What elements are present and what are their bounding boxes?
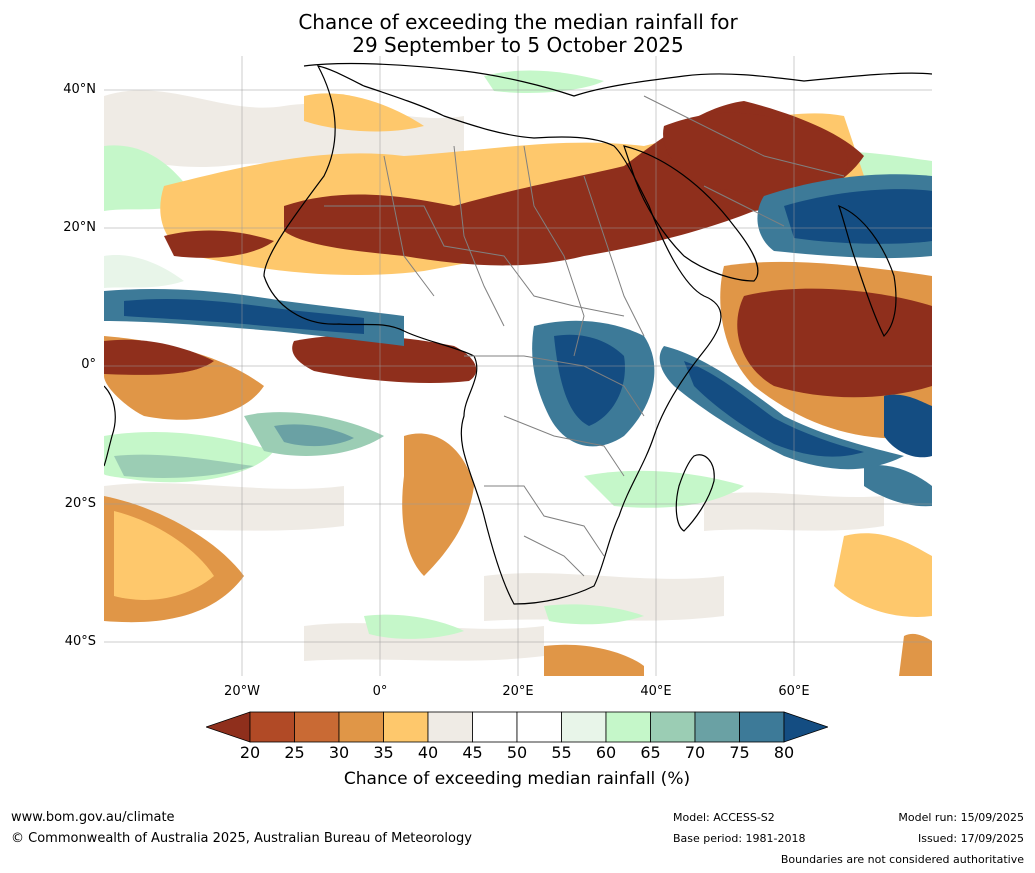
colorbar-segment — [338, 711, 384, 743]
colorbar-segment — [516, 711, 562, 743]
colorbar-label: Chance of exceeding median rainfall (%) — [343, 769, 691, 789]
colorbar-tick-label: 40 — [417, 743, 439, 762]
colorbar-segment — [561, 711, 607, 743]
lon-label-20e: 20°E — [502, 684, 534, 699]
lon-label-20w: 20°W — [224, 684, 260, 699]
colorbar-segment — [427, 711, 473, 743]
colorbar-tick-label: 60 — [595, 743, 617, 762]
map-title-line-1: Chance of exceeding the median rainfall … — [298, 10, 738, 34]
copyright-text: © Commonwealth of Australia 2025, Austra… — [11, 831, 472, 846]
lon-label-0: 0° — [372, 684, 388, 699]
lat-label-40s: 40°S — [64, 634, 96, 649]
lon-label-60e: 60°E — [778, 684, 810, 699]
madagascar-coastline — [675, 454, 715, 532]
website-text: www.bom.gov.au/climate — [11, 810, 175, 825]
south-america-coastline — [104, 385, 116, 467]
map-canvas — [104, 56, 932, 676]
colorbar-tick-label: 20 — [239, 743, 261, 762]
model-text: Model: ACCESS-S2 — [673, 811, 775, 824]
lat-label-20s: 20°S — [64, 496, 96, 511]
colorbar-segment — [605, 711, 651, 743]
colorbar-tick-label: 35 — [373, 743, 394, 762]
arabia-coastline — [623, 145, 759, 282]
africa-coastline — [263, 65, 722, 605]
colorbar-tick-label: 75 — [729, 743, 750, 762]
issued-text: Issued: 17/09/2025 — [917, 832, 1024, 845]
disclaimer-text: Boundaries are not considered authoritat… — [780, 853, 1024, 866]
rainfall-map — [104, 56, 932, 676]
colorbar-extend-high — [783, 711, 828, 743]
base-period-text: Base period: 1981-2018 — [673, 832, 806, 845]
lat-label-40n: 40°N — [63, 82, 96, 97]
colorbar-segment — [694, 711, 740, 743]
colorbar-segment — [249, 711, 295, 743]
colorbar-segment — [472, 711, 518, 743]
colorbar-tick-label: 30 — [328, 743, 350, 762]
country-boundaries — [324, 95, 845, 577]
map-title-line-2: 29 September to 5 October 2025 — [352, 33, 684, 57]
colorbar-tick-label: 70 — [684, 743, 706, 762]
colorbar-segment — [739, 711, 785, 743]
colorbar-tick-label: 50 — [506, 743, 528, 762]
colorbar-extend-low — [206, 711, 251, 743]
colorbar-tick-label: 25 — [284, 743, 305, 762]
colorbar-tick-label: 80 — [773, 743, 795, 762]
graticule — [104, 56, 932, 676]
colorbar-tick-label: 65 — [640, 743, 661, 762]
colorbar-tick-label: 45 — [462, 743, 483, 762]
india-coastline — [838, 204, 897, 338]
lat-label-20n: 20°N — [63, 220, 96, 235]
colorbar-tick-label: 55 — [551, 743, 572, 762]
coastlines — [104, 62, 932, 605]
blue-patches — [104, 174, 932, 507]
model-run-text: Model run: 15/09/2025 — [898, 811, 1024, 824]
europe-coastline — [303, 62, 932, 97]
lon-label-40e: 40°E — [640, 684, 672, 699]
colorbar — [206, 711, 828, 743]
colorbar-segment — [383, 711, 429, 743]
colorbar-segment — [650, 711, 696, 743]
colorbar-segment — [294, 711, 340, 743]
brown-patches — [104, 101, 932, 398]
lat-label-0: 0° — [81, 357, 96, 372]
